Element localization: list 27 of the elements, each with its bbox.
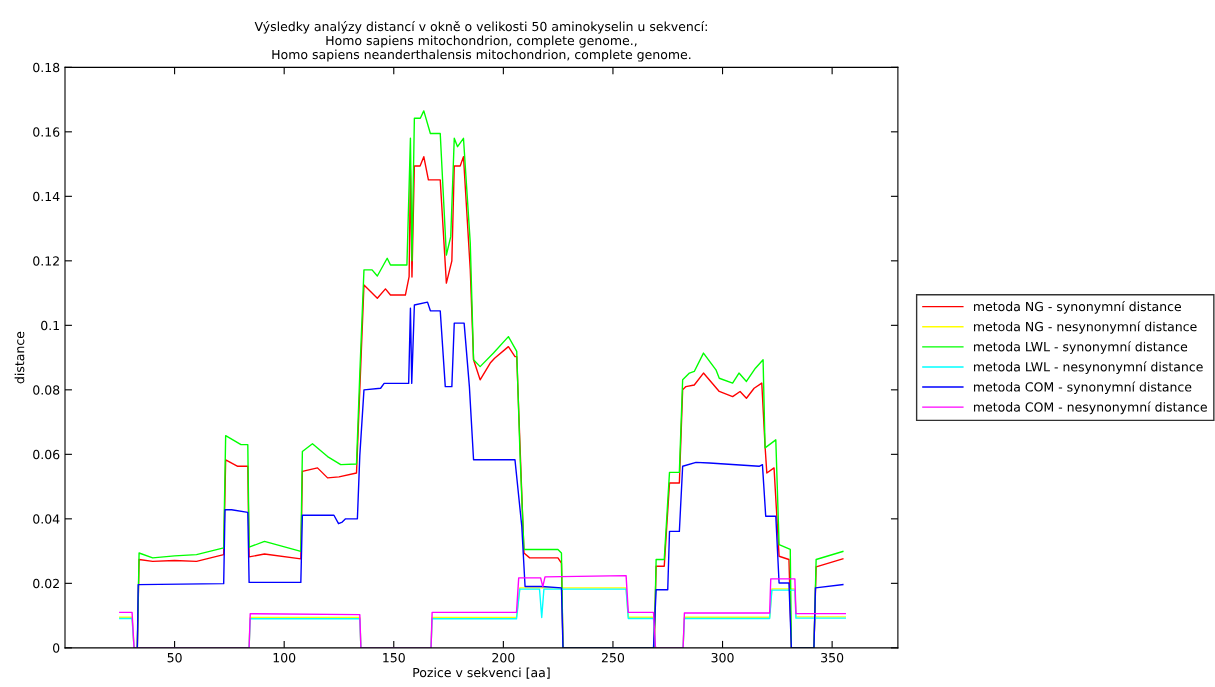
y-tick-label: 0 [53, 643, 60, 653]
x-tick-label: 150 [383, 652, 405, 663]
legend-label: metoda LWL - nesynonymní distance [974, 361, 1203, 374]
y-tick-label: 0.04 [33, 514, 60, 524]
legend-label: metoda COM - synonymní distance [974, 381, 1192, 395]
x-tick-label: 350 [821, 652, 844, 663]
y-axis-title: distance [14, 331, 25, 384]
y-tick-label: 0.14 [33, 191, 60, 202]
chart-title: Výsledky analýzy distancí v okně o velikosti 50 aminokyselin u sekvencí: Homo sapiens mitochondrion, complete genome., Homo sapiens neanderthalensis mitochondrion, complete genome. [254, 21, 707, 62]
y-tick-label: 0.1 [41, 320, 59, 331]
y-tick-label: 0.08 [33, 385, 60, 395]
y-tick-label: 0.18 [33, 62, 60, 73]
legend-label: metoda COM - nesynonymní distance [974, 401, 1207, 415]
legend-label: metoda LWL - synonymní distance [974, 341, 1188, 354]
x-tick-label: 300 [711, 652, 734, 663]
legend-label: metoda NG - synonymní distance [974, 301, 1181, 314]
y-tick-label: 0.02 [33, 578, 59, 589]
y-tick-label: 0.16 [33, 127, 60, 137]
y-tick-label: 0.12 [33, 256, 59, 266]
y-tick-label: 0.06 [33, 449, 60, 460]
x-tick-label: 100 [273, 652, 296, 663]
legend-label: metoda NG - nesynonymní distance [974, 321, 1197, 334]
x-tick-label: 50 [167, 652, 182, 663]
x-tick-label: 250 [601, 652, 625, 663]
x-tick-label: 200 [492, 652, 515, 663]
x-axis-title: Pozice v sekvenci [aa] [413, 667, 550, 679]
line-series [136, 301, 844, 648]
